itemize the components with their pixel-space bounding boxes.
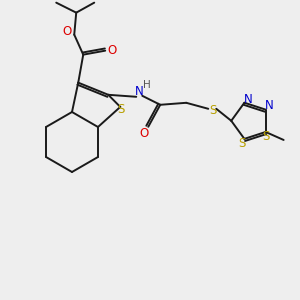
Text: S: S — [262, 130, 269, 143]
Text: S: S — [118, 103, 125, 116]
Text: S: S — [210, 104, 217, 117]
Text: N: N — [135, 85, 144, 98]
Text: O: O — [63, 25, 72, 38]
Text: O: O — [140, 127, 149, 140]
Text: N: N — [244, 93, 253, 106]
Text: O: O — [108, 44, 117, 57]
Text: S: S — [239, 137, 246, 150]
Text: N: N — [265, 99, 274, 112]
Text: H: H — [143, 80, 151, 90]
